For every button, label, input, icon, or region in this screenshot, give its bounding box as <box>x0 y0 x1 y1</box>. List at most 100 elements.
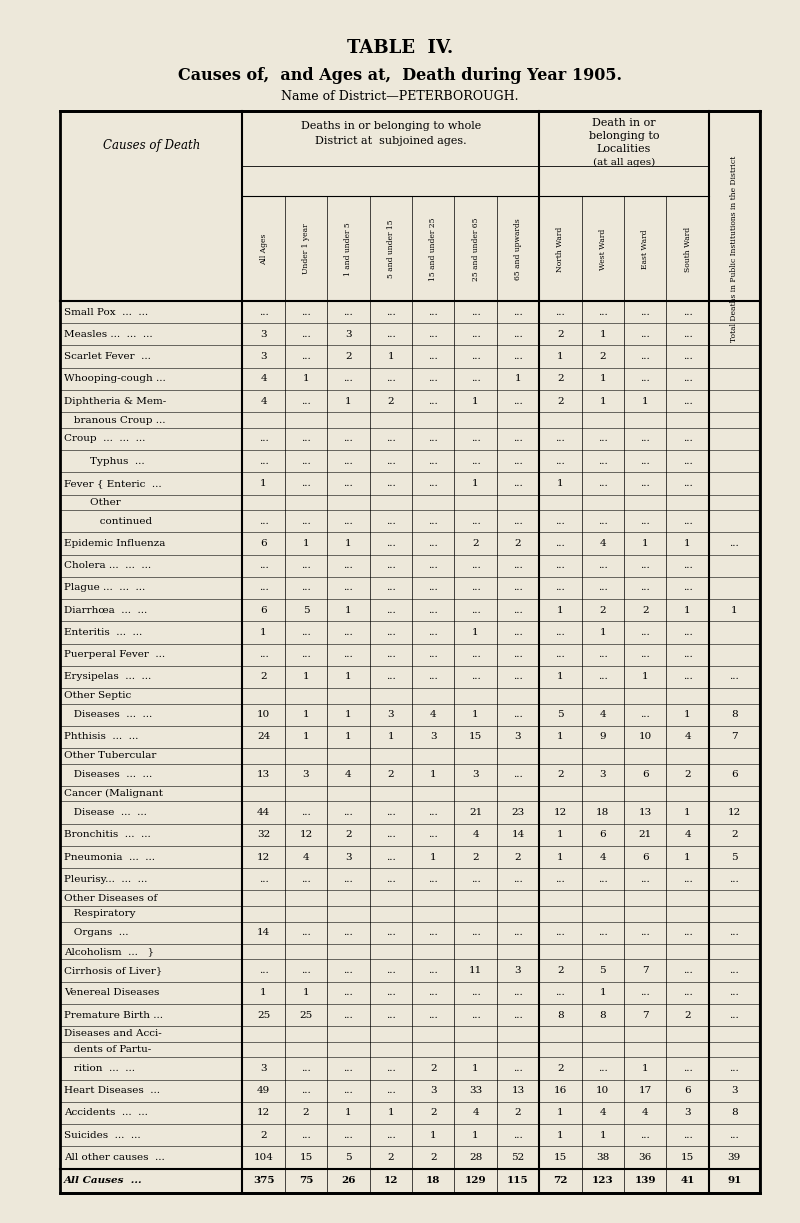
Text: 1: 1 <box>345 673 352 681</box>
Text: 4: 4 <box>430 711 437 719</box>
Text: ...: ... <box>513 1131 523 1140</box>
Text: 2: 2 <box>557 330 564 339</box>
Text: District at  subjoined ages.: District at subjoined ages. <box>315 136 466 146</box>
Text: ...: ... <box>682 308 693 317</box>
Text: 5: 5 <box>302 605 310 615</box>
Text: 18: 18 <box>426 1177 440 1185</box>
Text: 6: 6 <box>260 605 267 615</box>
Text: 1: 1 <box>599 988 606 997</box>
Text: 12: 12 <box>728 808 741 817</box>
Text: West Ward: West Ward <box>598 229 606 269</box>
Text: ...: ... <box>513 988 523 997</box>
Text: 2: 2 <box>514 539 522 548</box>
Text: ...: ... <box>513 627 523 637</box>
Text: 123: 123 <box>592 1177 614 1185</box>
Text: 12: 12 <box>257 1108 270 1118</box>
Text: 10: 10 <box>257 711 270 719</box>
Text: ...: ... <box>386 330 396 339</box>
Text: All other causes  ...: All other causes ... <box>64 1153 165 1162</box>
Text: ...: ... <box>343 479 354 488</box>
Text: ...: ... <box>301 1131 311 1140</box>
Text: All Ages: All Ages <box>259 234 267 264</box>
Text: ...: ... <box>640 651 650 659</box>
Text: ...: ... <box>343 517 354 526</box>
Text: ...: ... <box>555 308 566 317</box>
Text: 1: 1 <box>302 733 310 741</box>
Text: ...: ... <box>258 966 269 975</box>
Text: ...: ... <box>555 928 566 937</box>
Text: ...: ... <box>343 627 354 637</box>
Text: ...: ... <box>470 330 481 339</box>
Text: 6: 6 <box>684 1086 691 1095</box>
Text: Other: Other <box>64 498 121 506</box>
Text: Other Tubercular: Other Tubercular <box>64 751 156 761</box>
Text: 3: 3 <box>260 1064 267 1073</box>
Text: 2: 2 <box>642 605 649 615</box>
Text: ...: ... <box>640 874 650 884</box>
Text: 7: 7 <box>731 733 738 741</box>
Text: ...: ... <box>555 539 566 548</box>
Text: ...: ... <box>428 673 438 681</box>
Text: ...: ... <box>555 561 566 570</box>
Text: 15: 15 <box>554 1153 567 1162</box>
Text: ...: ... <box>470 517 481 526</box>
Text: ...: ... <box>428 434 438 444</box>
Text: 6: 6 <box>260 539 267 548</box>
Text: Venereal Diseases: Venereal Diseases <box>64 988 159 997</box>
Text: Typhus  ...: Typhus ... <box>64 456 145 466</box>
Text: ...: ... <box>513 352 523 361</box>
Text: 2: 2 <box>345 352 352 361</box>
Text: 91: 91 <box>727 1177 742 1185</box>
Text: ...: ... <box>343 651 354 659</box>
Text: ...: ... <box>640 711 650 719</box>
Text: ...: ... <box>301 1064 311 1073</box>
Text: 1 and under 5: 1 and under 5 <box>344 223 352 276</box>
Text: ...: ... <box>598 874 608 884</box>
Text: ...: ... <box>555 651 566 659</box>
Text: ...: ... <box>513 605 523 615</box>
Text: ...: ... <box>301 1086 311 1095</box>
Text: ...: ... <box>301 928 311 937</box>
Text: 2: 2 <box>430 1108 437 1118</box>
Text: 8: 8 <box>731 711 738 719</box>
Text: 21: 21 <box>638 830 652 839</box>
Text: 14: 14 <box>511 830 525 839</box>
Text: 1: 1 <box>557 352 564 361</box>
Text: ...: ... <box>470 352 481 361</box>
Text: 6: 6 <box>599 830 606 839</box>
Text: ...: ... <box>301 517 311 526</box>
Text: Accidents  ...  ...: Accidents ... ... <box>64 1108 148 1118</box>
Text: ...: ... <box>301 308 311 317</box>
Text: South Ward: South Ward <box>683 226 691 272</box>
Text: ...: ... <box>428 396 438 406</box>
Text: ...: ... <box>513 673 523 681</box>
Text: ...: ... <box>682 374 693 383</box>
Text: ...: ... <box>682 561 693 570</box>
Text: 1: 1 <box>557 605 564 615</box>
Text: 13: 13 <box>257 770 270 779</box>
Text: 2: 2 <box>387 1153 394 1162</box>
Text: ...: ... <box>301 583 311 592</box>
Text: 18: 18 <box>596 808 610 817</box>
Text: ...: ... <box>428 330 438 339</box>
Text: 115: 115 <box>507 1177 529 1185</box>
Text: ...: ... <box>258 651 269 659</box>
Text: 1: 1 <box>430 852 437 862</box>
Text: ...: ... <box>343 374 354 383</box>
Text: ...: ... <box>386 374 396 383</box>
Text: Suicides  ...  ...: Suicides ... ... <box>64 1131 141 1140</box>
Text: ...: ... <box>258 517 269 526</box>
Text: Enteritis  ...  ...: Enteritis ... ... <box>64 627 142 637</box>
Text: 49: 49 <box>257 1086 270 1095</box>
Text: 12: 12 <box>383 1177 398 1185</box>
Text: ...: ... <box>343 1131 354 1140</box>
Text: ...: ... <box>343 308 354 317</box>
Text: ...: ... <box>343 561 354 570</box>
Text: 2: 2 <box>260 1131 267 1140</box>
Text: ...: ... <box>428 808 438 817</box>
Text: ...: ... <box>258 456 269 466</box>
Text: 1: 1 <box>599 1131 606 1140</box>
Text: Causes of,  and Ages at,  Death during Year 1905.: Causes of, and Ages at, Death during Yea… <box>178 66 622 83</box>
Text: ...: ... <box>513 651 523 659</box>
Text: 1: 1 <box>599 330 606 339</box>
